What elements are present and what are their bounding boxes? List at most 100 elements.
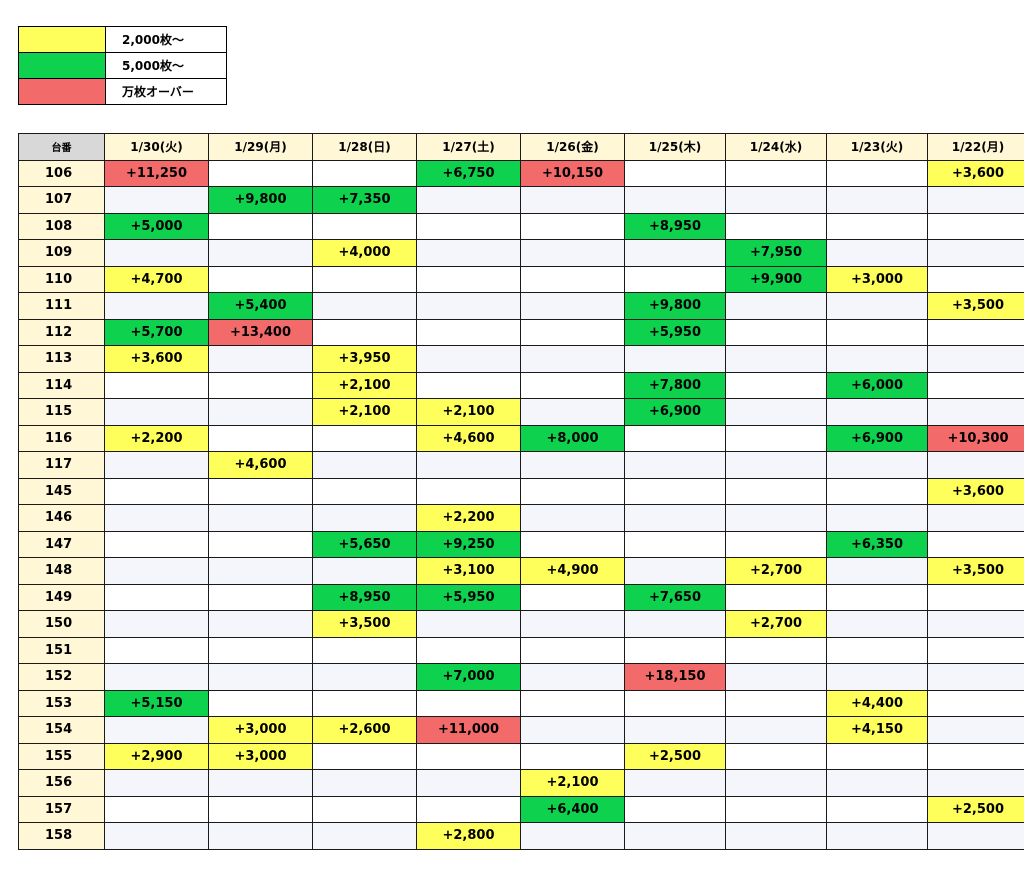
result-cell	[416, 689, 521, 717]
result-cell	[312, 636, 417, 664]
table-row: 148 +3,100 +4,900 +2,700 +3,500	[18, 557, 1024, 585]
result-cell	[826, 212, 928, 240]
legend-swatch	[18, 52, 106, 79]
result-cell: +8,950	[624, 212, 726, 240]
result-cell	[826, 557, 928, 585]
result-cell	[208, 769, 313, 797]
result-cell	[725, 822, 827, 850]
result-cell	[624, 239, 726, 267]
table-row: 111 +5,400 +9,800 +3,500	[18, 292, 1024, 320]
date-header: 1/23(火)	[826, 133, 928, 161]
result-cell	[312, 451, 417, 479]
result-cell	[520, 583, 625, 611]
table-row: 149 +8,950 +5,950 +7,650	[18, 583, 1024, 611]
result-cell	[725, 530, 827, 558]
result-cell	[312, 318, 417, 346]
color-legend: 2,000枚～ 5,000枚～ 万枚オーバー	[18, 26, 227, 105]
date-header: 1/26(金)	[520, 133, 625, 161]
result-cell	[520, 345, 625, 373]
result-cell: +3,100	[416, 557, 521, 585]
result-cell	[624, 610, 726, 638]
result-cell: +2,500	[927, 795, 1024, 823]
machine-number-cell: 158	[18, 822, 105, 850]
machine-number-cell: 109	[18, 239, 105, 267]
result-cell	[826, 822, 928, 850]
machine-number-cell: 146	[18, 504, 105, 532]
result-cell	[826, 398, 928, 426]
result-cell	[624, 530, 726, 558]
result-cell	[927, 769, 1024, 797]
result-cell	[208, 663, 313, 691]
machine-number-cell: 115	[18, 398, 105, 426]
result-cell	[312, 212, 417, 240]
result-cell	[725, 477, 827, 505]
result-cell: +3,600	[104, 345, 209, 373]
table-row: 117 +4,600	[18, 451, 1024, 479]
result-cell	[826, 583, 928, 611]
header-row: 台番 1/30(火) 1/29(月) 1/28(日) 1/27(土) 1/26(金) 1/…	[18, 133, 1024, 161]
result-cell	[416, 212, 521, 240]
table-row: 116 +2,200 +4,600 +8,000 +6,900 +10,300	[18, 424, 1024, 452]
result-cell	[104, 292, 209, 320]
result-cell	[624, 795, 726, 823]
table-row: 150 +3,500 +2,700	[18, 610, 1024, 638]
result-cell	[826, 504, 928, 532]
result-cell	[725, 742, 827, 770]
result-cell	[416, 477, 521, 505]
result-cell: +5,700	[104, 318, 209, 346]
result-cell: +2,800	[416, 822, 521, 850]
result-cell	[826, 769, 928, 797]
result-cell	[826, 159, 928, 187]
result-cell	[208, 345, 313, 373]
machine-number-cell: 153	[18, 689, 105, 717]
result-cell	[520, 398, 625, 426]
result-cell	[208, 504, 313, 532]
result-cell	[725, 689, 827, 717]
result-cell	[104, 610, 209, 638]
result-cell	[208, 212, 313, 240]
result-cell	[208, 398, 313, 426]
result-cell	[416, 769, 521, 797]
result-cell	[312, 795, 417, 823]
result-cell	[208, 636, 313, 664]
result-cell	[624, 769, 726, 797]
result-cell	[826, 610, 928, 638]
result-cell: +3,500	[927, 292, 1024, 320]
table-row: 113 +3,600 +3,950	[18, 345, 1024, 373]
legend-swatch	[18, 78, 106, 105]
result-cell	[725, 292, 827, 320]
result-cell	[927, 742, 1024, 770]
result-cell: +2,500	[624, 742, 726, 770]
table-row: 155 +2,900 +3,000 +2,500	[18, 742, 1024, 770]
result-cell	[826, 636, 928, 664]
result-cell	[927, 610, 1024, 638]
result-cell	[624, 451, 726, 479]
result-cell	[208, 265, 313, 293]
result-cell	[725, 795, 827, 823]
result-cell	[312, 822, 417, 850]
machine-number-cell: 149	[18, 583, 105, 611]
result-cell	[104, 583, 209, 611]
result-cell	[416, 292, 521, 320]
result-cell	[927, 636, 1024, 664]
result-cell: +4,700	[104, 265, 209, 293]
result-cell	[725, 663, 827, 691]
result-cell	[725, 159, 827, 187]
legend-row: 2,000枚～	[18, 26, 227, 53]
legend-row: 5,000枚～	[18, 52, 227, 79]
result-cell: +5,400	[208, 292, 313, 320]
result-cell: +6,000	[826, 371, 928, 399]
result-cell	[725, 769, 827, 797]
date-header: 1/24(水)	[725, 133, 827, 161]
result-cell: +10,300	[927, 424, 1024, 452]
result-cell	[104, 636, 209, 664]
result-cell: +2,600	[312, 716, 417, 744]
legend-label: 万枚オーバー	[105, 78, 227, 105]
result-cell: +3,000	[208, 742, 313, 770]
date-header: 1/27(土)	[416, 133, 521, 161]
result-cell	[725, 186, 827, 214]
result-cell	[520, 371, 625, 399]
result-cell: +2,900	[104, 742, 209, 770]
legend-row: 万枚オーバー	[18, 78, 227, 105]
slot-results-table: 台番 1/30(火) 1/29(月) 1/28(日) 1/27(土) 1/26(金) 1/…	[18, 133, 1024, 850]
